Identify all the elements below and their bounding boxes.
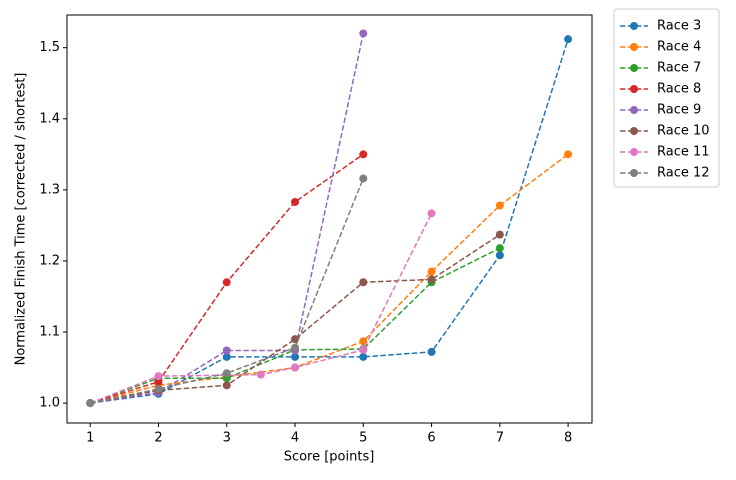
series-line [90, 38, 569, 404]
point [154, 384, 163, 393]
x-tick-label: 2 [154, 431, 162, 446]
point [222, 346, 231, 355]
x-tick-label: 4 [291, 431, 299, 446]
legend-label: Race 7 [657, 61, 701, 76]
legend-marker [630, 127, 638, 135]
point [495, 244, 504, 253]
x-tick-label: 1 [86, 431, 94, 446]
point [222, 381, 231, 390]
legend-marker [630, 22, 638, 30]
legend-box [613, 8, 720, 188]
legend-marker [630, 106, 638, 114]
legend-label: Race 9 [657, 103, 701, 118]
point [427, 267, 436, 276]
series-line [90, 33, 365, 404]
series-line [90, 234, 501, 404]
point [222, 352, 231, 361]
point [291, 352, 300, 361]
point [495, 251, 504, 260]
legend-marker [630, 43, 638, 51]
legend-label: Race 11 [657, 145, 710, 160]
point [427, 209, 436, 218]
y-tick-label: 1.3 [39, 182, 60, 197]
x-tick-label: 6 [427, 431, 435, 446]
y-tick-label: 1.1 [39, 325, 60, 340]
legend-label: Race 12 [657, 166, 710, 181]
point [359, 150, 368, 159]
point [359, 278, 368, 287]
x-tick-label: 3 [223, 431, 231, 446]
x-tick-label: 8 [564, 431, 572, 446]
point [256, 370, 265, 379]
point [564, 150, 573, 159]
point [359, 29, 368, 38]
legend-label: Race 8 [657, 82, 701, 97]
point [359, 337, 368, 346]
series-line [89, 212, 433, 404]
point [291, 197, 300, 206]
point [427, 347, 436, 356]
point [86, 399, 95, 408]
point [495, 201, 504, 210]
point [495, 230, 504, 239]
y-tick-label: 1.5 [39, 40, 60, 55]
y-tick-label: 1.0 [39, 396, 60, 411]
point [359, 352, 368, 361]
legend-label: Race 3 [657, 19, 701, 34]
x-axis-label: Score [points] [284, 450, 375, 465]
legend-marker [630, 148, 638, 156]
point [291, 363, 300, 372]
point [291, 335, 300, 344]
point [291, 343, 300, 352]
legend-marker [630, 85, 638, 93]
point [564, 35, 573, 44]
y-tick-label: 1.2 [39, 253, 60, 268]
point [359, 174, 368, 183]
x-tick-label: 5 [359, 431, 367, 446]
legend-label: Race 10 [657, 124, 710, 139]
point [222, 278, 231, 287]
point [154, 377, 163, 386]
point [222, 369, 231, 378]
series-line [89, 247, 501, 404]
x-tick-label: 7 [496, 431, 504, 446]
plot-frame [66, 14, 593, 424]
series-line [90, 153, 569, 404]
legend-marker [630, 64, 638, 72]
point [427, 275, 436, 284]
point [154, 372, 163, 381]
point [359, 345, 368, 354]
legend-label: Race 4 [657, 40, 701, 55]
y-tick-label: 1.4 [39, 111, 60, 126]
y-axis-label: Normalized Finish Time [corrected / shor… [14, 73, 29, 366]
legend-marker [630, 169, 638, 177]
